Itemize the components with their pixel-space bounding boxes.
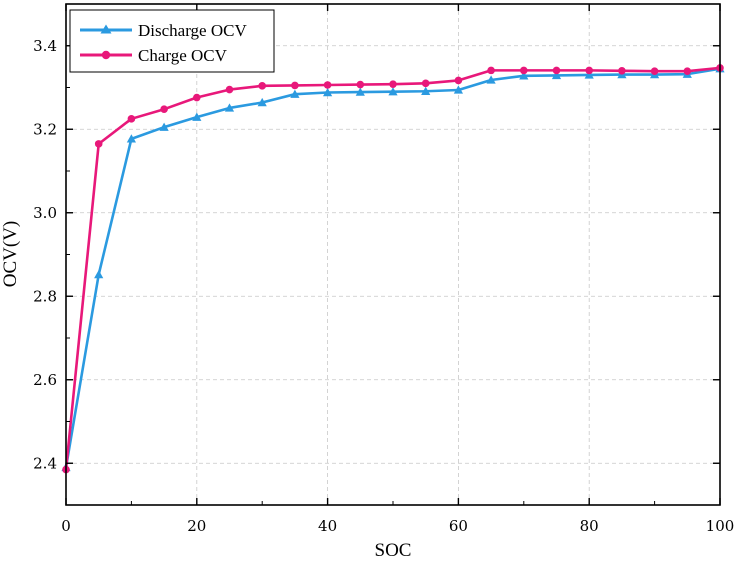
data-point (585, 66, 593, 75)
x-tick-label: 40 (318, 517, 337, 535)
series-charge (62, 64, 724, 474)
data-point (487, 66, 495, 75)
y-axis-title: OCV(V) (0, 221, 21, 288)
y-tick-labels: 2.4 2.6 2.8 3.0 3.2 3.4 (33, 37, 57, 473)
y-tick-label: 2.4 (33, 454, 57, 472)
y-tick-label: 2.8 (33, 287, 57, 305)
series-discharge (61, 64, 725, 472)
data-point (388, 87, 398, 96)
data-point (257, 97, 267, 107)
legend-marker-discharge (100, 24, 112, 34)
data-point (193, 93, 201, 102)
data-point (584, 70, 594, 79)
data-point (323, 81, 332, 89)
data-point (290, 89, 300, 98)
data-point (192, 112, 202, 121)
data-point (224, 103, 235, 112)
y-tick-label: 2.6 (33, 371, 57, 389)
data-point (94, 269, 104, 279)
legend: Discharge OCV Charge OCV (69, 9, 275, 73)
plot-frame (65, 3, 721, 506)
x-tick-label: 0 (61, 517, 71, 535)
x-tick-labels: 0 20 40 60 80 100 (61, 517, 734, 535)
data-point (389, 80, 397, 88)
data-point (618, 67, 626, 75)
data-point (94, 140, 103, 148)
legend-marker-charge (101, 50, 111, 60)
data-point (258, 82, 267, 90)
legend-box (69, 9, 275, 73)
data-point (683, 67, 692, 76)
x-tick-label: 100 (706, 517, 735, 535)
y-tick-label: 3.4 (33, 37, 57, 55)
legend-label-charge: Charge OCV (138, 46, 228, 65)
x-tick-label: 80 (580, 517, 599, 535)
y-tick-label: 3.0 (33, 204, 57, 222)
data-point (454, 76, 463, 85)
legend-label-discharge: Discharge OCV (138, 21, 247, 40)
x-axis-title: SOC (375, 540, 412, 561)
x-tick-label: 60 (449, 517, 468, 535)
data-point (160, 105, 168, 114)
data-point (355, 87, 365, 96)
data-point (519, 71, 529, 80)
data-point (486, 75, 496, 84)
data-point (159, 122, 169, 131)
data-point (520, 66, 528, 75)
grid-lines (66, 4, 720, 505)
data-point (291, 81, 299, 90)
y-tick-label: 3.2 (33, 120, 57, 138)
data-point (552, 66, 561, 75)
data-point (421, 86, 431, 95)
data-point (650, 67, 659, 76)
data-point (323, 87, 333, 97)
data-point (453, 85, 463, 94)
data-point (126, 134, 136, 143)
x-tick-label: 20 (187, 517, 206, 535)
series-layer (61, 64, 725, 474)
data-point (421, 79, 430, 88)
axis-ticks (65, 4, 721, 505)
legend-entry-charge: Charge OCV (80, 46, 228, 65)
legend-entry-discharge: Discharge OCV (80, 21, 247, 40)
data-point (551, 70, 562, 80)
data-point (127, 115, 136, 123)
data-point (225, 85, 234, 94)
data-point (356, 80, 365, 89)
